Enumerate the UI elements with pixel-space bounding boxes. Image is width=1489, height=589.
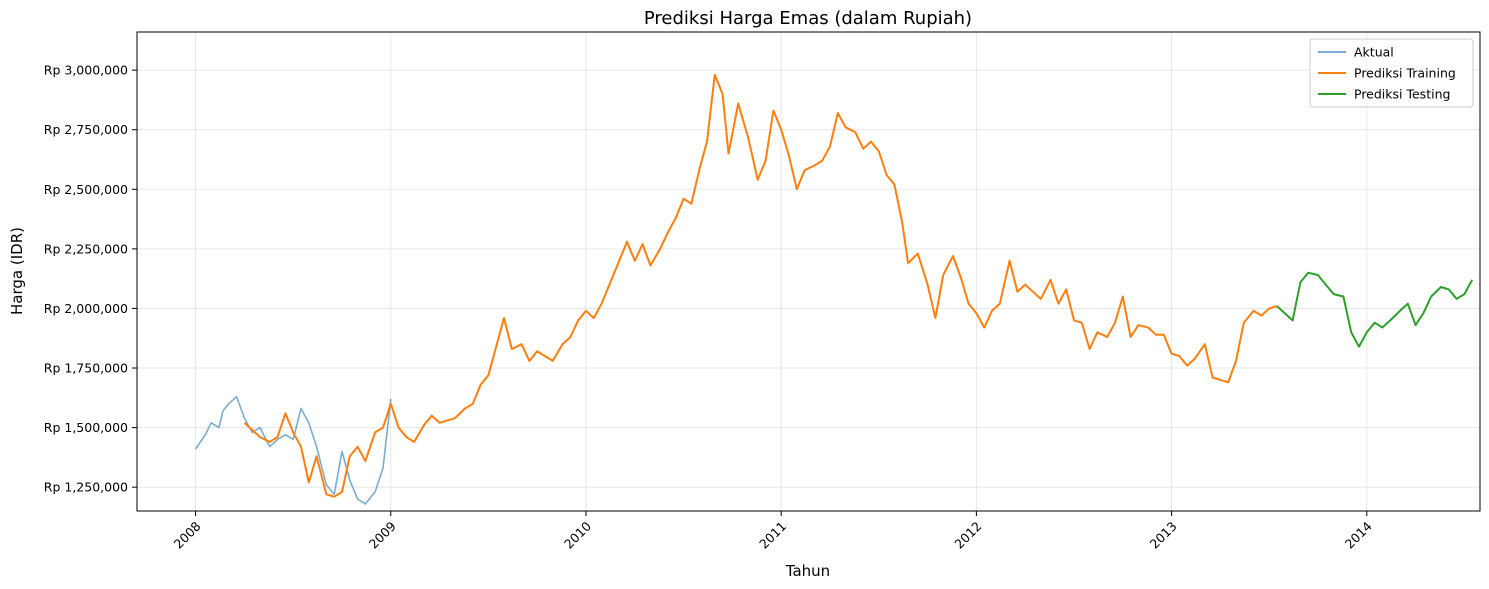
series-line-2 (243, 73, 1278, 498)
x-tick-label: 2011 (756, 519, 789, 552)
y-tick-label: Rp 2,500,000 (44, 182, 128, 197)
x-tick-label: 2008 (171, 518, 204, 551)
legend-box (1309, 38, 1474, 108)
y-tick-label: Rp 2,000,000 (44, 301, 128, 316)
x-axis-ticks: 2008 2009 2010 2011 2012 2013 2014 (171, 511, 1375, 552)
legend-label: Prediksi Testing (1354, 87, 1450, 102)
y-tick-label: Rp 3,000,000 (44, 63, 128, 78)
y-tick-label: Rp 1,750,000 (44, 361, 128, 376)
legend-label: Prediksi Training (1354, 66, 1456, 81)
y-tick-label: Rp 2,250,000 (44, 241, 128, 256)
x-tick-label: 2009 (366, 518, 399, 551)
x-tick-label: 2012 (951, 519, 984, 552)
x-axis-label: Tahun (785, 562, 830, 580)
x-tick-label: 2014 (1342, 518, 1375, 551)
legend-label: Aktual (1354, 45, 1394, 60)
grid-lines (137, 32, 1480, 511)
chart-title: Prediksi Harga Emas (dalam Rupiah) (644, 8, 972, 29)
y-tick-label: Rp 1,500,000 (44, 420, 128, 435)
y-axis-label: Harga (IDR) (8, 227, 26, 315)
y-axis-ticks: Rp 1,250,000 Rp 1,500,000 Rp 1,750,000 Rp 2… (44, 63, 137, 495)
series-line-1 (194, 395, 392, 505)
y-tick-label: Rp 1,250,000 (44, 480, 128, 495)
y-tick-label: Rp 2,750,000 (44, 122, 128, 137)
series-line-3 (1276, 271, 1474, 348)
x-tick-label: 2010 (561, 518, 594, 551)
plot-series (194, 73, 1474, 505)
plot-area (136, 31, 1481, 512)
x-tick-label: 2013 (1147, 519, 1180, 552)
legend: Aktual Prediksi Training Prediksi Testing (1309, 38, 1474, 108)
